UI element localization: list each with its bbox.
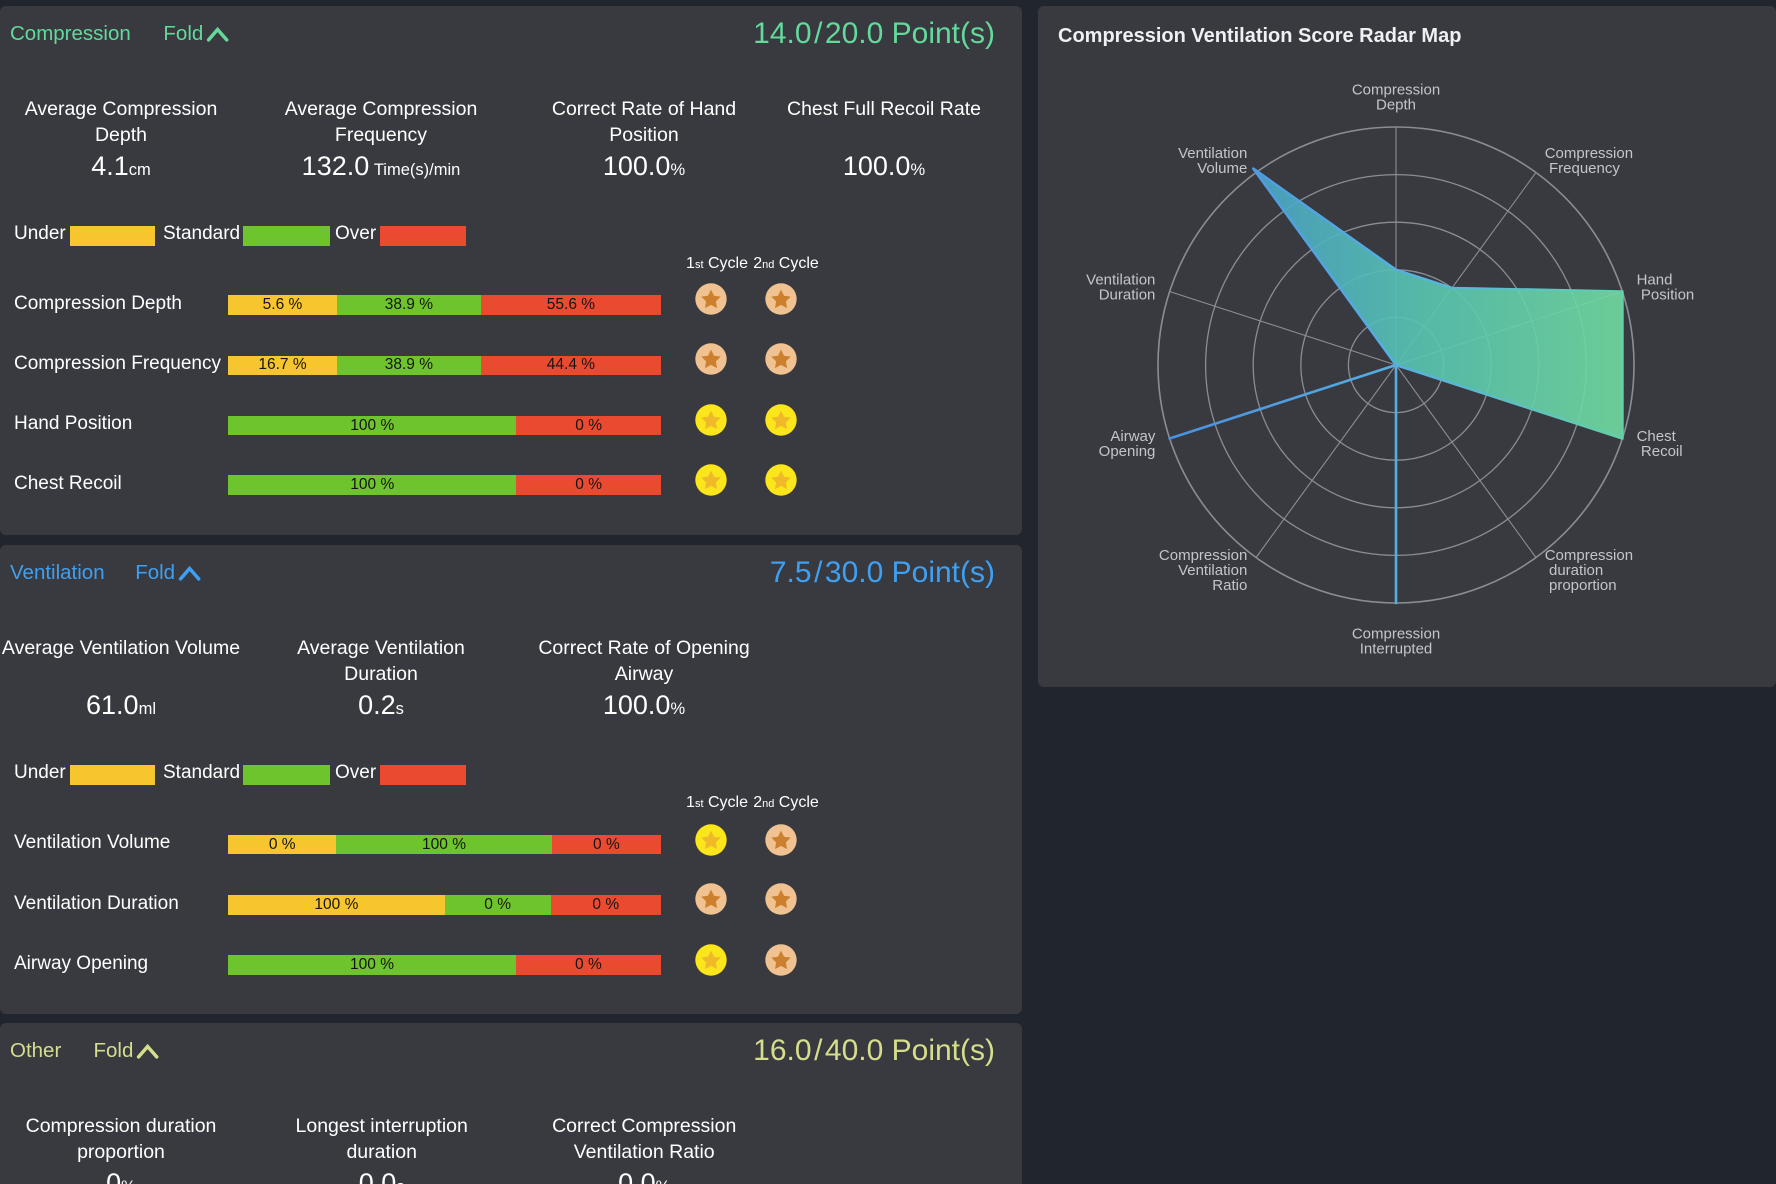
svg-text:Position: Position: [1641, 287, 1694, 304]
svg-text:Compression: Compression: [1545, 145, 1633, 162]
svg-text:Airway: Airway: [1110, 428, 1156, 445]
svg-text:duration: duration: [1549, 562, 1603, 579]
svg-text:Compression: Compression: [1352, 82, 1440, 99]
svg-text:Compression: Compression: [1159, 547, 1247, 564]
svg-text:Ventilation: Ventilation: [1086, 272, 1155, 289]
svg-text:Hand: Hand: [1637, 272, 1673, 289]
svg-text:Chest: Chest: [1637, 428, 1677, 445]
svg-text:Ratio: Ratio: [1212, 577, 1247, 594]
svg-text:Compression: Compression: [1545, 547, 1633, 564]
svg-text:Duration: Duration: [1099, 287, 1156, 304]
svg-text:Interrupted: Interrupted: [1360, 641, 1433, 658]
svg-text:Opening: Opening: [1099, 443, 1156, 460]
svg-text:Ventilation: Ventilation: [1178, 145, 1247, 162]
svg-text:proportion: proportion: [1549, 577, 1617, 594]
svg-text:Volume: Volume: [1197, 160, 1247, 177]
svg-text:Recoil: Recoil: [1641, 443, 1683, 460]
svg-text:Frequency: Frequency: [1549, 160, 1620, 177]
svg-text:Compression: Compression: [1352, 626, 1440, 643]
svg-text:Depth: Depth: [1376, 97, 1416, 114]
svg-text:Ventilation: Ventilation: [1178, 562, 1247, 579]
